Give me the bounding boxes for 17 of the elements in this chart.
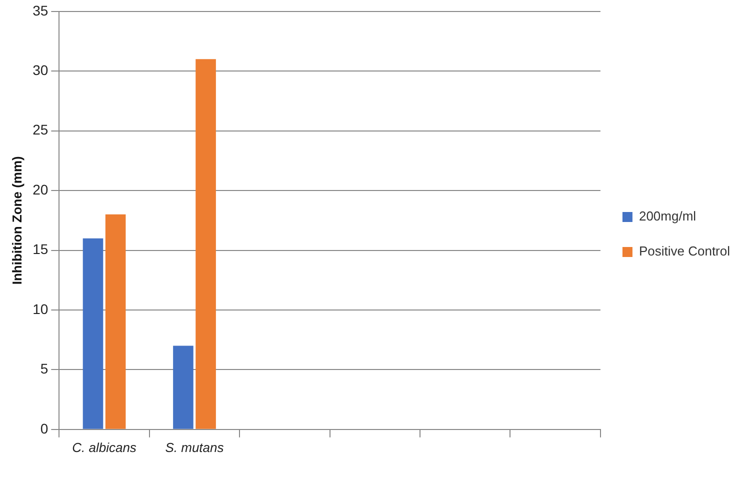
- y-tick-label: 35: [32, 2, 48, 18]
- y-tick-label: 5: [40, 360, 48, 377]
- y-tick-label: 15: [32, 241, 48, 258]
- bar: [196, 59, 216, 429]
- x-tick-label: S. mutans: [165, 440, 224, 455]
- legend-label: Positive Control: [638, 244, 730, 259]
- bar: [82, 238, 104, 429]
- bar: [173, 346, 194, 429]
- legend-label: 200mg/ml: [638, 208, 696, 224]
- y-tick-label: 10: [32, 300, 48, 317]
- y-tick-label: 20: [32, 181, 48, 198]
- x-tick-label: C. albicans: [72, 440, 137, 455]
- y-tick-label: 0: [40, 420, 48, 436]
- bar: [105, 214, 126, 429]
- y-tick-label: 25: [32, 122, 48, 138]
- y-tick-label: 30: [32, 62, 48, 78]
- y-axis-title: Inhibition Zone (mm): [9, 156, 24, 285]
